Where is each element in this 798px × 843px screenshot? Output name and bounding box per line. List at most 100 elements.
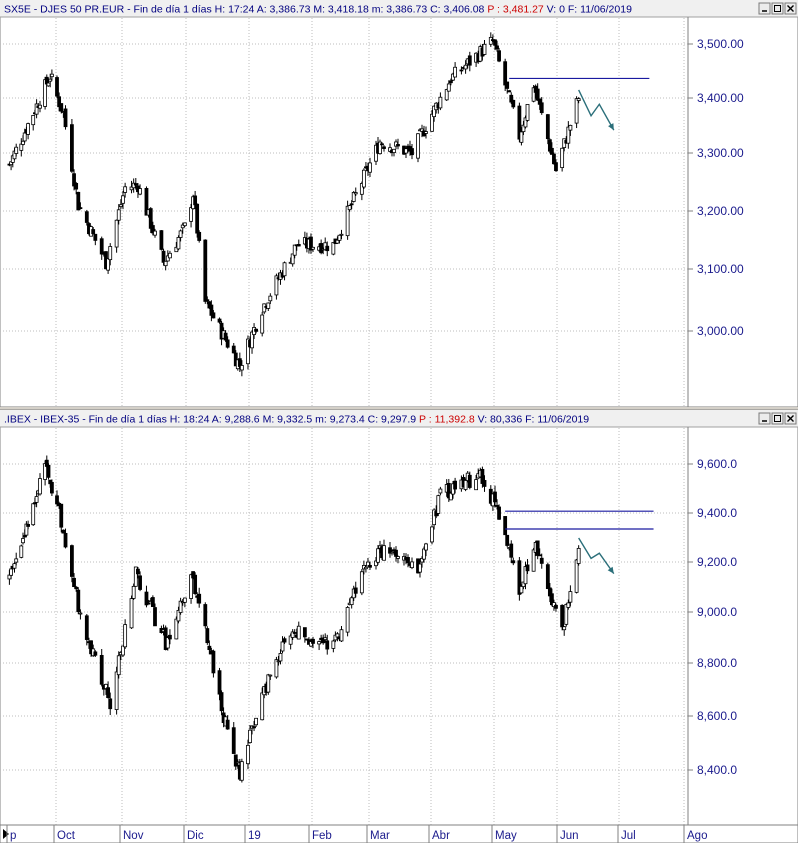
panel-frame (0, 0, 798, 408)
candle-body (161, 250, 166, 263)
candle-body (368, 564, 372, 568)
candle (209, 300, 214, 322)
candle (138, 571, 142, 592)
minimize-button[interactable] (758, 412, 771, 425)
candle (225, 336, 230, 349)
header-field: P : 11,392.8 (419, 414, 478, 426)
candle-body (153, 607, 157, 627)
annotations (509, 77, 650, 131)
candle (55, 75, 59, 99)
candle-body (550, 593, 554, 606)
close-button[interactable] (784, 2, 797, 15)
candle (268, 293, 273, 305)
candle (91, 226, 96, 235)
header-field: H: 18:24 (170, 414, 212, 426)
candle (14, 143, 19, 157)
panel-header-text: SX5E - DJES 50 PR.EUR - Fin de día 1 día… (4, 4, 632, 16)
candle (394, 546, 398, 562)
close-button[interactable] (784, 412, 797, 425)
panel-frame (0, 409, 798, 826)
candle-body (209, 304, 214, 316)
header-field: V: 80,336 (478, 414, 525, 426)
minimize-button[interactable] (758, 2, 771, 15)
x-tick-label: Jun (560, 830, 579, 842)
candle (61, 529, 66, 534)
candle-body (495, 45, 499, 50)
x-tick-label: Jul (621, 830, 636, 842)
candle (416, 133, 420, 163)
candle-body (84, 211, 89, 223)
candle-body (274, 659, 279, 678)
candle (219, 690, 224, 716)
candle (205, 296, 210, 305)
candle-body (288, 635, 293, 645)
candle-body (309, 236, 313, 251)
candle (26, 122, 31, 140)
candle (78, 609, 83, 620)
candle-body (48, 78, 53, 82)
maximize-button[interactable] (771, 412, 784, 425)
maximize-button[interactable] (771, 2, 784, 15)
x-tick-label: Oct (57, 830, 76, 842)
candle (121, 190, 125, 210)
candle (525, 104, 530, 122)
candle (250, 330, 254, 354)
candle (550, 142, 554, 155)
panel-separator[interactable] (0, 407, 798, 410)
candle-body (576, 547, 581, 564)
candle-body (106, 687, 110, 698)
x-tick-label: Mar (370, 830, 390, 842)
candle (519, 584, 524, 594)
candle-body (503, 61, 508, 86)
candle-body (76, 191, 81, 211)
candle-body (497, 50, 501, 62)
candle-body (182, 222, 187, 227)
candle-body (539, 102, 544, 114)
candle-body (31, 115, 36, 126)
time-axis-bar (0, 824, 798, 843)
candle (509, 540, 514, 563)
candle-body (317, 641, 322, 645)
candle-body (21, 538, 25, 544)
candle (116, 204, 121, 225)
candle-body (347, 205, 352, 211)
candle-body (574, 98, 579, 124)
candle (545, 562, 550, 590)
candle-body (165, 255, 170, 262)
candle-body (366, 561, 370, 567)
candle-body (480, 468, 485, 484)
candle-body (21, 140, 25, 145)
candle (463, 478, 468, 492)
candle (231, 722, 236, 754)
x-tick-label: May (495, 830, 517, 842)
y-tick-label: 8,600.0 (697, 709, 737, 723)
candle-body (63, 108, 68, 128)
candle (133, 178, 138, 190)
candle-body (574, 559, 579, 593)
candle (438, 486, 443, 496)
candle-body (349, 597, 354, 606)
candle-body (22, 535, 27, 538)
candle (309, 638, 313, 648)
candle (182, 597, 187, 608)
candle (378, 139, 382, 155)
y-tick-label: 3,200.00 (697, 204, 744, 218)
candle-body (537, 554, 542, 557)
candle-body (146, 602, 151, 605)
candle-body (509, 543, 514, 558)
scroll-left-icon[interactable] (3, 829, 9, 839)
header-field: H: 17:24 (215, 4, 257, 16)
candle (178, 229, 183, 242)
candle-body (325, 640, 330, 650)
candle (347, 204, 352, 212)
y-tick-label: 8,800.0 (697, 656, 737, 670)
candle (168, 250, 172, 259)
projection-path[interactable] (578, 89, 615, 131)
candle-body (331, 242, 336, 255)
candle-body (104, 683, 108, 689)
candle-body (535, 540, 540, 556)
candle-body (547, 587, 552, 597)
projection-path[interactable] (578, 537, 615, 575)
candle-body (123, 624, 128, 648)
candle (564, 603, 569, 627)
